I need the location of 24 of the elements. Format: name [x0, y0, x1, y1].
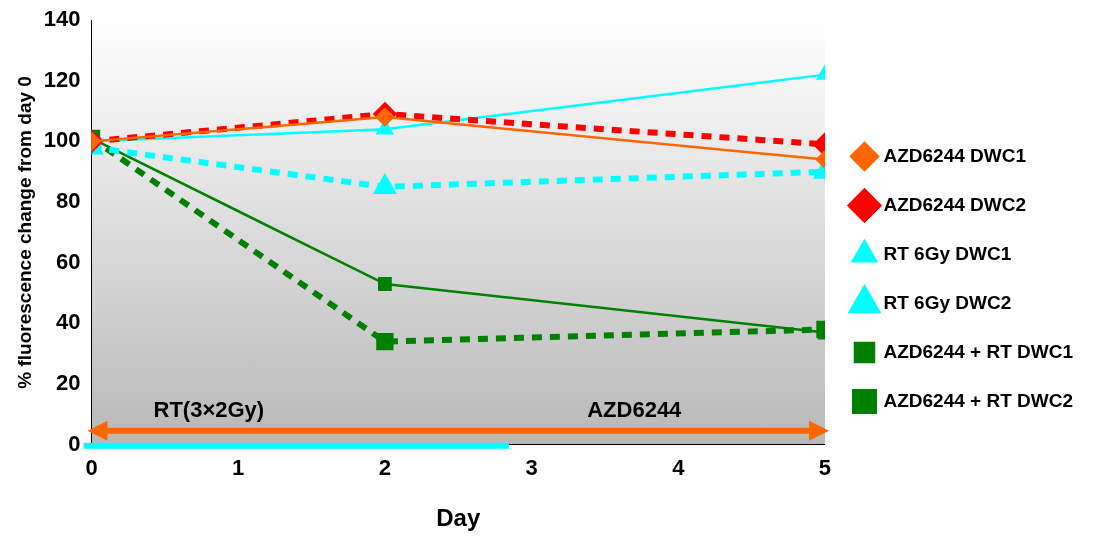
y-tick-label: 0 — [68, 430, 81, 456]
x-tick-label: 4 — [672, 455, 686, 481]
legend-label: RT 6Gy DWC1 — [883, 242, 1012, 264]
x-axis-title: Day — [436, 504, 481, 532]
y-tick-label: 120 — [43, 66, 81, 92]
x-tick-label: 5 — [818, 455, 832, 481]
y-tick-label: 20 — [56, 370, 81, 396]
x-tick-label: 0 — [85, 455, 98, 481]
y-axis-title: % fluorescence change from day 0 — [13, 76, 35, 389]
y-tick-label: 100 — [43, 127, 81, 153]
legend-label: RT 6Gy DWC2 — [883, 291, 1012, 313]
y-tick-label: 80 — [56, 188, 81, 214]
legend-label: AZD6244 DWC2 — [883, 193, 1027, 215]
y-tick-label: 140 — [43, 6, 81, 32]
annotation: AZD6244 — [587, 396, 683, 422]
legend-label: AZD6244 DWC1 — [883, 144, 1027, 166]
legend-label: AZD6244 + RT DWC2 — [883, 389, 1074, 411]
y-tick-label: 60 — [56, 248, 81, 274]
legend-label: AZD6244 + RT DWC1 — [883, 340, 1074, 362]
y-tick-label: 40 — [56, 309, 81, 335]
x-tick-label: 2 — [378, 455, 392, 481]
annotation: RT(3×2Gy) — [153, 396, 265, 422]
x-tick-label: 1 — [232, 455, 245, 481]
x-tick-label: 3 — [525, 455, 538, 481]
